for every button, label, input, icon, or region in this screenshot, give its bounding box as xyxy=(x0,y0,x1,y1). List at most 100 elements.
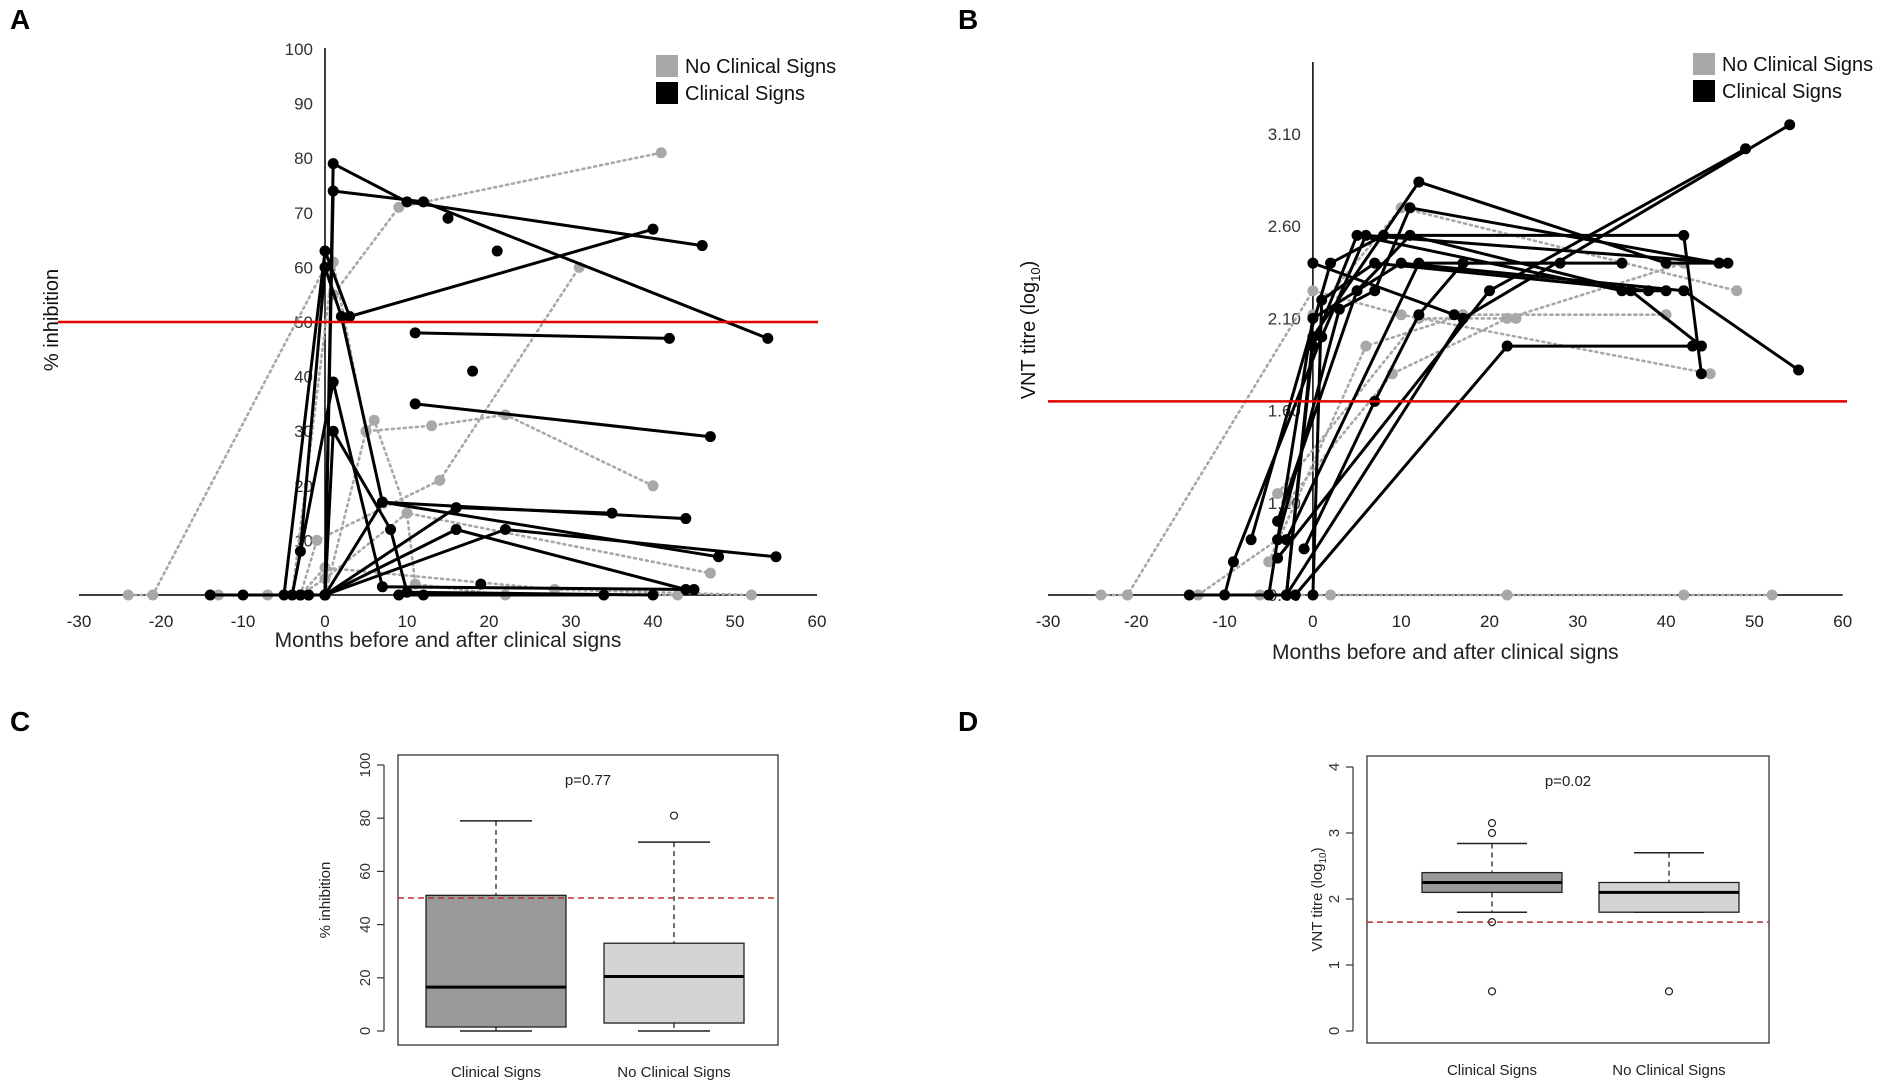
chart-b-point-clinical xyxy=(1413,257,1425,269)
chart-b-point-clinical xyxy=(1501,340,1513,352)
chart-b-x-tick-label: 50 xyxy=(1745,612,1764,631)
chart-a-point-clinical xyxy=(467,365,479,377)
chart-b-series-line-no-clinical xyxy=(1267,313,1668,564)
chart-a-point-no-clinical xyxy=(655,147,667,159)
chart-a-point-clinical xyxy=(770,551,782,563)
chart-d-frame xyxy=(1366,755,1770,1044)
chart-b-y-tick-label: 2.60 xyxy=(1268,217,1301,236)
chart-a-series-line-no-clinical xyxy=(299,511,712,597)
chart-b-point-clinical xyxy=(1695,368,1707,380)
chart-b-point-clinical xyxy=(1642,285,1654,297)
chart-a-plot: -30 -20 -10 0 10 20 30 40 50 60102030405060708090… xyxy=(41,40,836,652)
chart-b-point-clinical xyxy=(1280,589,1292,601)
chart-a-point-no-clinical xyxy=(647,480,659,492)
chart-a-point-no-clinical xyxy=(401,507,413,519)
chart-a-legend-swatch-no-clinical xyxy=(656,55,678,77)
chart-a-point-clinical xyxy=(696,240,708,252)
chart-b-point-no-clinical xyxy=(1360,340,1372,352)
chart-a-x-tick-label: -30 xyxy=(67,612,92,631)
chart-a-point-clinical xyxy=(442,212,454,224)
chart-b-x-tick-label: 20 xyxy=(1480,612,1499,631)
panel-label-a: A xyxy=(10,4,31,35)
chart-b-y-axis-label: VNT titre (log10) xyxy=(1018,261,1043,400)
chart-b-series-line-clinical xyxy=(1294,344,1693,596)
chart-a-point-clinical xyxy=(278,589,290,601)
chart-a-x-tick-label: 0 xyxy=(320,612,329,631)
chart-b-point-no-clinical xyxy=(1395,309,1407,321)
panel-label-b: B xyxy=(958,4,979,35)
chart-a-x-tick-label: -20 xyxy=(149,612,174,631)
chart-c-box-no-clinical xyxy=(603,942,745,1024)
chart-b-point-clinical xyxy=(1793,364,1805,376)
chart-a-point-clinical xyxy=(417,589,429,601)
chart-b-point-no-clinical xyxy=(1325,589,1337,601)
chart-c-frame xyxy=(397,754,779,1046)
chart-b-x-tick-label: -10 xyxy=(1212,612,1237,631)
chart-b-legend-label-clinical: Clinical Signs xyxy=(1722,81,1842,103)
chart-b-point-no-clinical xyxy=(1272,488,1284,500)
chart-b-point-clinical xyxy=(1307,257,1319,269)
chart-b-legend-swatch-no-clinical xyxy=(1693,53,1715,75)
chart-a-point-clinical xyxy=(704,431,716,443)
chart-c-category-label-no-clinical: No Clinical Signs xyxy=(617,1064,730,1081)
chart-b-point-clinical xyxy=(1227,556,1239,568)
chart-d-category-label-no-clinical: No Clinical Signs xyxy=(1612,1062,1725,1079)
chart-a-point-clinical xyxy=(762,332,774,344)
chart-b-series-line-clinical xyxy=(1285,123,1791,596)
chart-b-point-clinical xyxy=(1307,589,1319,601)
chart-b-point-clinical xyxy=(1660,257,1672,269)
chart-a-point-clinical xyxy=(319,245,331,257)
chart-b-point-clinical xyxy=(1333,303,1345,315)
chart-b-point-clinical xyxy=(1351,285,1363,297)
chart-b-point-clinical xyxy=(1351,229,1363,241)
chart-d-y-tick-label: 1 xyxy=(1326,961,1343,969)
chart-a-legend: No Clinical Signs Clinical Signs xyxy=(656,55,836,105)
chart-a-point-clinical xyxy=(335,311,347,323)
chart-a-point-no-clinical xyxy=(434,474,446,486)
chart-b-point-clinical xyxy=(1660,285,1672,297)
chart-d-category-label-clinical: Clinical Signs xyxy=(1447,1062,1537,1079)
chart-d-y-tick-label: 3 xyxy=(1326,829,1343,837)
chart-b-x-tick-label: 30 xyxy=(1568,612,1587,631)
chart-b-point-clinical xyxy=(1272,534,1284,546)
chart-b-point-clinical xyxy=(1378,229,1390,241)
chart-a-point-no-clinical xyxy=(368,414,380,426)
chart-b-point-clinical xyxy=(1404,202,1416,214)
chart-a-point-clinical xyxy=(713,551,725,563)
chart-c-y-tick-label: 40 xyxy=(357,916,374,933)
chart-a-point-clinical xyxy=(417,196,429,208)
chart-d-outlier-clinical xyxy=(1487,818,1497,828)
chart-a-point-clinical xyxy=(606,507,618,519)
chart-b-point-clinical xyxy=(1369,257,1381,269)
chart-d-y-axis-label: VNT titre (log10) xyxy=(1309,847,1329,951)
chart-a-y-axis-label: % inhibition xyxy=(41,269,63,371)
chart-a-point-clinical xyxy=(327,185,339,197)
chart-b-point-clinical xyxy=(1448,309,1460,321)
chart-b-point-clinical xyxy=(1784,119,1796,131)
chart-b-point-no-clinical xyxy=(1263,556,1275,568)
chart-b-point-clinical xyxy=(1183,589,1195,601)
chart-b-point-clinical xyxy=(1678,285,1690,297)
chart-b-point-clinical xyxy=(1272,515,1284,527)
chart-a-point-clinical xyxy=(598,589,610,601)
chart-a-point-no-clinical xyxy=(704,567,716,579)
chart-a-legend-label-no-clinical: No Clinical Signs xyxy=(685,56,836,78)
chart-b-x-tick-label: -30 xyxy=(1036,612,1061,631)
chart-d-plot: 0 1 2 3 4 VNT titre (log10) p=0.02 Clinical Sig… xyxy=(1309,755,1770,1079)
chart-a-point-no-clinical xyxy=(745,589,757,601)
chart-c-y-tick-label: 80 xyxy=(357,810,374,827)
chart-a-point-clinical xyxy=(237,589,249,601)
chart-a-point-clinical xyxy=(319,261,331,273)
chart-a-y-tick-label: 70 xyxy=(294,204,313,223)
chart-b-point-clinical xyxy=(1554,257,1566,269)
chart-a-point-clinical xyxy=(393,589,405,601)
chart-b-x-tick-label: 0 xyxy=(1308,612,1317,631)
chart-a-point-no-clinical xyxy=(393,201,405,213)
chart-a-point-no-clinical xyxy=(147,589,159,601)
chart-b-point-clinical xyxy=(1687,340,1699,352)
chart-b-point-clinical xyxy=(1713,257,1725,269)
chart-b-legend-swatch-clinical xyxy=(1693,80,1715,102)
chart-a-point-clinical xyxy=(204,589,216,601)
chart-c-y-axis-label: % inhibition xyxy=(317,862,334,939)
